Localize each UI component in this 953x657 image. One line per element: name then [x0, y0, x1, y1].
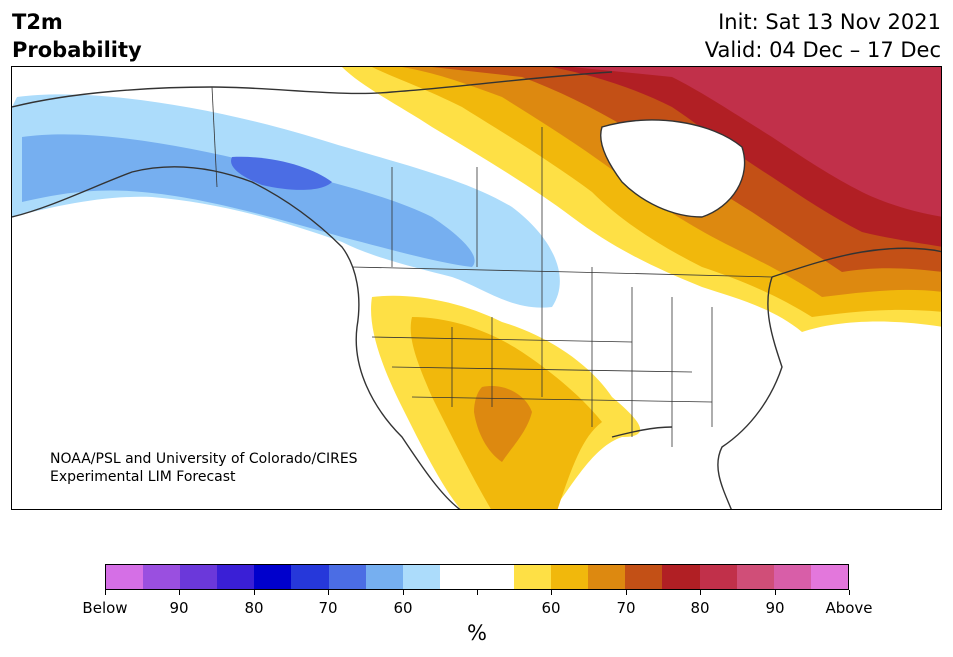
hudson-bay: [600, 119, 745, 217]
colorbar-swatch: [106, 565, 144, 589]
colorbar-tick-label: 80: [244, 599, 264, 617]
colorbar-swatch: [514, 565, 552, 589]
colorbar-swatch: [625, 565, 663, 589]
valid-range: Valid: 04 Dec – 17 Dec: [704, 38, 941, 62]
colorbar-swatch: [773, 565, 811, 589]
colorbar-swatch: [328, 565, 366, 589]
colorbar-tick: [849, 590, 850, 595]
colorbar-tick: [105, 590, 106, 595]
map-credit: NOAA/PSL and University of Colorado/CIRE…: [50, 450, 358, 486]
colorbar-unit: %: [467, 621, 487, 645]
colorbar-swatch: [476, 565, 515, 589]
colorbar-swatch: [217, 565, 255, 589]
colorbar-swatch: [551, 565, 589, 589]
colorbar-swatch: [736, 565, 774, 589]
colorbar-tick-label: 90: [169, 599, 189, 617]
init-date: Init: Sat 13 Nov 2021: [718, 10, 941, 34]
colorbar-tick: [179, 590, 180, 595]
title-type: Probability: [12, 38, 142, 62]
cold-70-region: [22, 134, 475, 267]
colorbar-tick: [254, 590, 255, 595]
colorbar-tick: [477, 590, 478, 595]
colorbar-swatch: [439, 565, 477, 589]
state-borders: [211, 86, 773, 447]
credit-line-1: NOAA/PSL and University of Colorado/CIRE…: [50, 451, 358, 467]
colorbar-swatch: [662, 565, 700, 589]
colorbar-swatch: [588, 565, 626, 589]
colorbar-tick: [626, 590, 627, 595]
title-variable: T2m: [12, 10, 63, 34]
colorbar-swatch: [810, 565, 848, 589]
coastlines: [12, 71, 941, 509]
colorbar-swatch: [699, 565, 737, 589]
colorbar-tick-label: Above: [825, 599, 873, 617]
colorbar-swatch: [365, 565, 403, 589]
colorbar-tick-label: 70: [616, 599, 636, 617]
cold-80-region: [231, 156, 332, 190]
colorbar-tick-label: 80: [690, 599, 710, 617]
warm-sw-70: [474, 386, 532, 462]
probability-map: NOAA/PSL and University of Colorado/CIRE…: [11, 66, 942, 510]
colorbar-tick: [328, 590, 329, 595]
colorbar-tick: [551, 590, 552, 595]
colorbar-tick-label: 70: [318, 599, 338, 617]
map-canvas: [12, 67, 941, 509]
colorbar-tick: [700, 590, 701, 595]
colorbar-swatch: [291, 565, 329, 589]
colorbar-tick-label: 90: [765, 599, 785, 617]
colorbar-swatch: [180, 565, 218, 589]
map-title: T2m Probability: [12, 8, 142, 64]
colorbar-tick-label: 60: [393, 599, 413, 617]
colorbar-tick: [403, 590, 404, 595]
colorbar-tick-label: 60: [541, 599, 561, 617]
colorbar-swatch: [254, 565, 292, 589]
colorbar-tick: [775, 590, 776, 595]
colorbar-swatch: [143, 565, 181, 589]
warm-85-band: [572, 67, 941, 217]
credit-line-2: Experimental LIM Forecast: [50, 469, 236, 485]
probability-colorbar: [105, 564, 849, 590]
forecast-dates: Init: Sat 13 Nov 2021 Valid: 04 Dec – 17…: [705, 8, 941, 64]
colorbar-tick-label: Below: [82, 599, 128, 617]
colorbar-swatch: [402, 565, 440, 589]
